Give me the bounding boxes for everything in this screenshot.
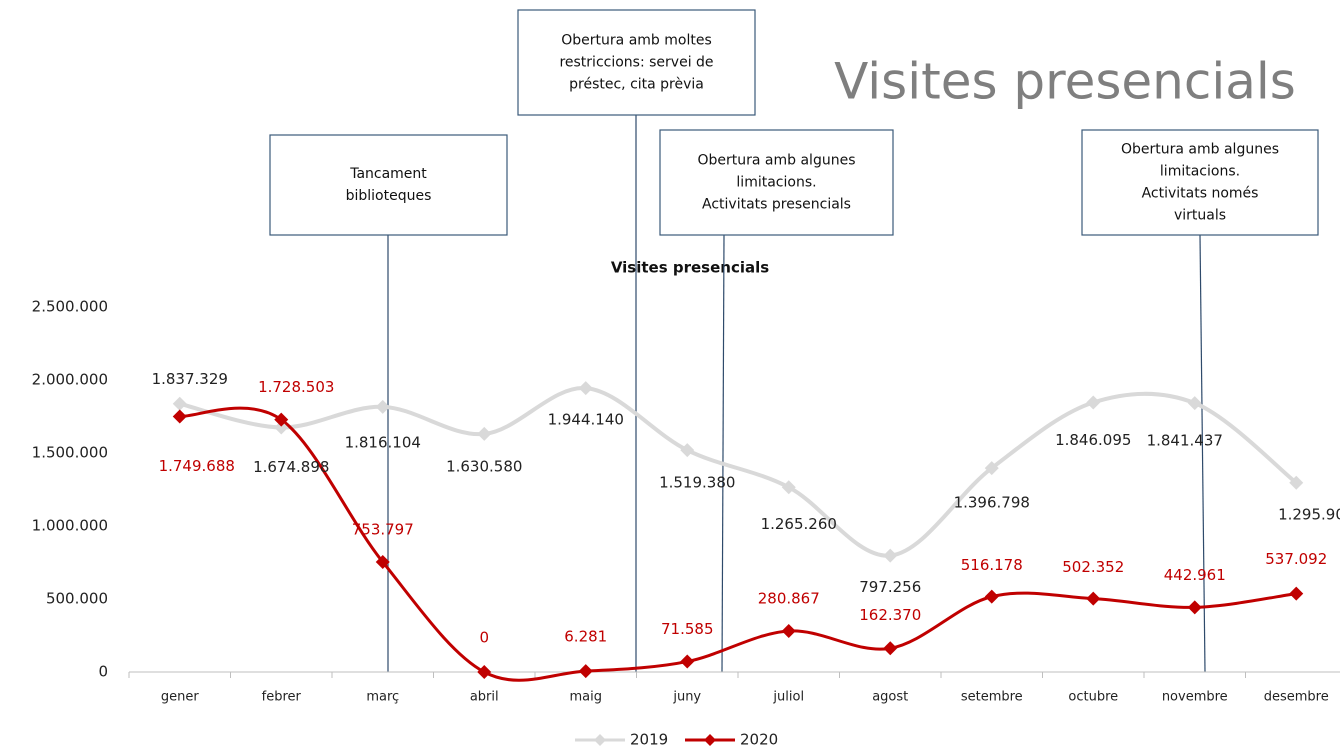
data-label: 797.256 — [859, 578, 921, 596]
y-tick-label: 500.000 — [46, 590, 108, 608]
point-marker — [274, 412, 289, 427]
legend-marker — [704, 734, 716, 746]
point-marker — [680, 654, 695, 669]
data-label: 1.944.140 — [548, 411, 624, 429]
data-label: 6.281 — [564, 628, 607, 646]
data-label: 1.846.095 — [1055, 431, 1131, 449]
x-tick-label: setembre — [961, 690, 1023, 705]
legend-marker — [594, 734, 606, 746]
data-label: 1.674.898 — [253, 458, 329, 476]
data-label: 1.630.580 — [446, 457, 522, 475]
point-marker — [1289, 586, 1304, 601]
point-marker — [172, 409, 187, 424]
point-marker — [680, 443, 695, 458]
point-marker — [984, 461, 999, 476]
x-tick-label: agost — [872, 690, 908, 705]
point-marker — [578, 664, 593, 679]
y-tick-label: 2.000.000 — [32, 371, 108, 389]
data-label: 1.837.329 — [152, 370, 228, 388]
point-marker — [477, 665, 492, 679]
point-marker — [375, 554, 390, 569]
point-marker — [1187, 396, 1202, 411]
data-label: 1.728.503 — [258, 378, 334, 396]
x-tick-label: maig — [570, 690, 603, 705]
data-label: 1.519.380 — [659, 474, 735, 492]
data-label: 1.841.437 — [1147, 432, 1223, 450]
point-marker — [1289, 475, 1304, 490]
annotation-text: Activitats presencials — [702, 197, 851, 213]
point-marker — [578, 381, 593, 396]
data-label: 0 — [479, 629, 489, 647]
data-label: 1.265.260 — [761, 515, 837, 533]
x-tick-label: abril — [470, 690, 499, 705]
point-marker — [883, 641, 898, 656]
point-marker — [781, 623, 796, 638]
page-title: Visites presencials — [834, 53, 1296, 111]
x-tick-label: octubre — [1068, 690, 1118, 705]
x-tick-label: gener — [161, 690, 199, 705]
data-label: 442.961 — [1164, 566, 1226, 584]
point-marker — [1187, 600, 1202, 615]
x-tick-label: novembre — [1162, 690, 1228, 705]
point-marker — [883, 548, 898, 563]
x-tick-label: març — [366, 690, 399, 705]
annotation-text: Activitats només — [1142, 186, 1259, 202]
legend-label: 2019 — [630, 731, 668, 749]
data-label: 502.352 — [1062, 558, 1124, 576]
x-tick-label: juliol — [772, 690, 804, 705]
data-label: 162.370 — [859, 606, 921, 624]
annotation-text: restriccions: servei de — [559, 55, 713, 71]
y-tick-label: 1.000.000 — [32, 517, 108, 535]
data-label: 1.295.908 — [1278, 505, 1340, 523]
x-tick-label: desembre — [1264, 690, 1329, 705]
data-label: 1.749.688 — [159, 457, 235, 475]
point-marker — [1086, 591, 1101, 606]
point-marker — [375, 399, 390, 414]
annotation-box — [269, 134, 508, 236]
series-line — [179, 386, 1298, 558]
annotation-pointer — [1199, 234, 1206, 673]
annotation-text: Obertura amb algunes — [698, 153, 856, 169]
annotation-pointer — [721, 234, 725, 673]
x-tick-label: febrer — [262, 690, 302, 705]
data-label: 1.396.798 — [954, 494, 1030, 512]
y-tick-label: 2.500.000 — [32, 298, 108, 316]
annotation-text: Obertura amb moltes — [561, 33, 711, 49]
annotation-text: virtuals — [1174, 208, 1226, 224]
data-label: 280.867 — [758, 589, 820, 607]
point-marker — [477, 426, 492, 441]
point-marker — [274, 420, 289, 435]
annotation-text: biblioteques — [346, 188, 432, 204]
annotation-text: préstec, cita prèvia — [569, 77, 704, 93]
data-label: 537.092 — [1265, 550, 1327, 568]
annotation-box — [517, 9, 756, 116]
data-label: 71.585 — [661, 620, 714, 638]
y-tick-label: 0 — [98, 663, 108, 681]
annotation-text: limitacions. — [1160, 164, 1240, 180]
annotation-text: Tancament — [349, 166, 427, 182]
data-label: 753.797 — [352, 520, 414, 538]
annotation-text: Obertura amb algunes — [1121, 142, 1279, 158]
point-marker — [172, 396, 187, 411]
y-tick-label: 1.500.000 — [32, 444, 108, 462]
annotation-box — [1081, 129, 1319, 236]
x-tick-label: juny — [672, 690, 701, 705]
point-marker — [984, 589, 999, 604]
point-marker — [781, 480, 796, 495]
annotation-text: limitacions. — [736, 175, 816, 191]
chart-title: Visites presencials — [611, 259, 769, 277]
legend-label: 2020 — [740, 731, 778, 749]
data-label: 1.816.104 — [345, 433, 421, 451]
annotation-box — [659, 129, 894, 236]
point-marker — [1086, 395, 1101, 410]
data-label: 516.178 — [961, 556, 1023, 574]
